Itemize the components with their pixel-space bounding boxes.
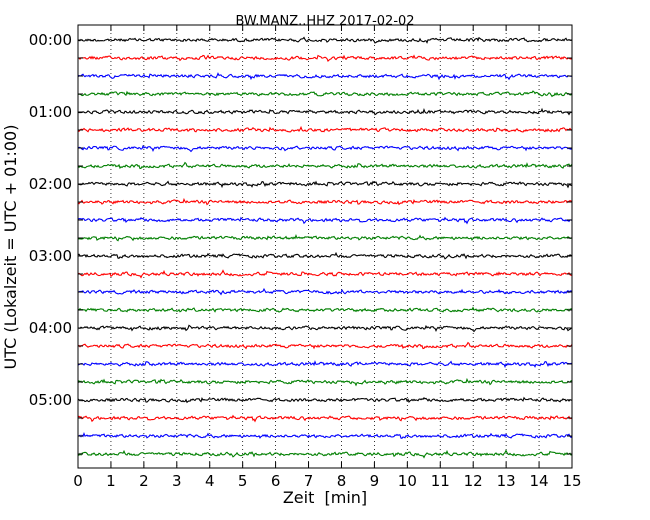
x-tick-label: 9 xyxy=(370,472,380,490)
y-tick-label: 00:00 xyxy=(29,31,72,49)
x-axis-ticks: 0 1 2 3 4 5 6 7 8 9 10 11 12 13 14 15 xyxy=(73,25,582,490)
x-tick-label: 1 xyxy=(106,472,116,490)
x-tick-label: 12 xyxy=(464,472,483,490)
x-tick-label: 13 xyxy=(497,472,516,490)
seismic-trace xyxy=(77,269,573,279)
y-tick-label: 01:00 xyxy=(29,103,72,121)
seismic-traces xyxy=(77,36,573,459)
seismic-trace xyxy=(77,36,573,44)
seismic-trace xyxy=(77,180,573,189)
x-tick-label: 0 xyxy=(73,472,83,490)
x-tick-label: 14 xyxy=(530,472,549,490)
seismic-trace xyxy=(77,90,573,98)
seismic-trace xyxy=(77,324,573,333)
chart-title: BW.MANZ..HHZ 2017-02-02 xyxy=(235,14,414,29)
seismic-trace xyxy=(77,233,573,242)
seismic-trace xyxy=(77,306,573,313)
x-tick-label: 11 xyxy=(431,472,450,490)
seismic-trace xyxy=(77,449,573,459)
seismic-trace xyxy=(77,72,573,81)
x-tick-label: 3 xyxy=(172,472,182,490)
x-tick-label: 7 xyxy=(304,472,314,490)
seismic-trace xyxy=(77,287,573,296)
x-tick-label: 6 xyxy=(271,472,281,490)
seismic-trace xyxy=(77,360,573,369)
seismic-trace xyxy=(77,54,573,63)
seismic-trace xyxy=(77,431,573,439)
y-tick-label: 05:00 xyxy=(29,391,72,409)
y-axis-label: UTC (Lokalzeit = UTC + 01:00) xyxy=(1,125,20,370)
x-tick-label: 5 xyxy=(238,472,248,490)
x-axis-label: Zeit [min] xyxy=(283,488,367,507)
seismic-trace xyxy=(77,107,573,116)
y-tick-label: 03:00 xyxy=(29,247,72,265)
x-tick-label: 10 xyxy=(398,472,417,490)
x-tick-label: 8 xyxy=(337,472,347,490)
seismic-trace xyxy=(77,341,573,350)
seismic-trace xyxy=(77,251,573,260)
seismic-trace xyxy=(77,125,573,133)
seismic-trace xyxy=(77,197,573,206)
y-axis-ticks: 00:00 01:00 02:00 03:00 04:00 05:00 xyxy=(29,31,572,455)
plot-frame xyxy=(77,24,573,469)
x-tick-label: 2 xyxy=(139,472,149,490)
x-tick-label: 4 xyxy=(205,472,215,490)
y-tick-label: 02:00 xyxy=(29,175,72,193)
seismic-trace xyxy=(77,396,573,404)
seismic-trace xyxy=(77,414,573,423)
y-tick-label: 04:00 xyxy=(29,319,72,337)
seismic-trace xyxy=(77,377,573,387)
seismic-trace xyxy=(77,144,573,153)
seismic-trace xyxy=(77,216,573,225)
seismic-trace xyxy=(77,161,573,170)
x-tick-label: 15 xyxy=(562,472,581,490)
